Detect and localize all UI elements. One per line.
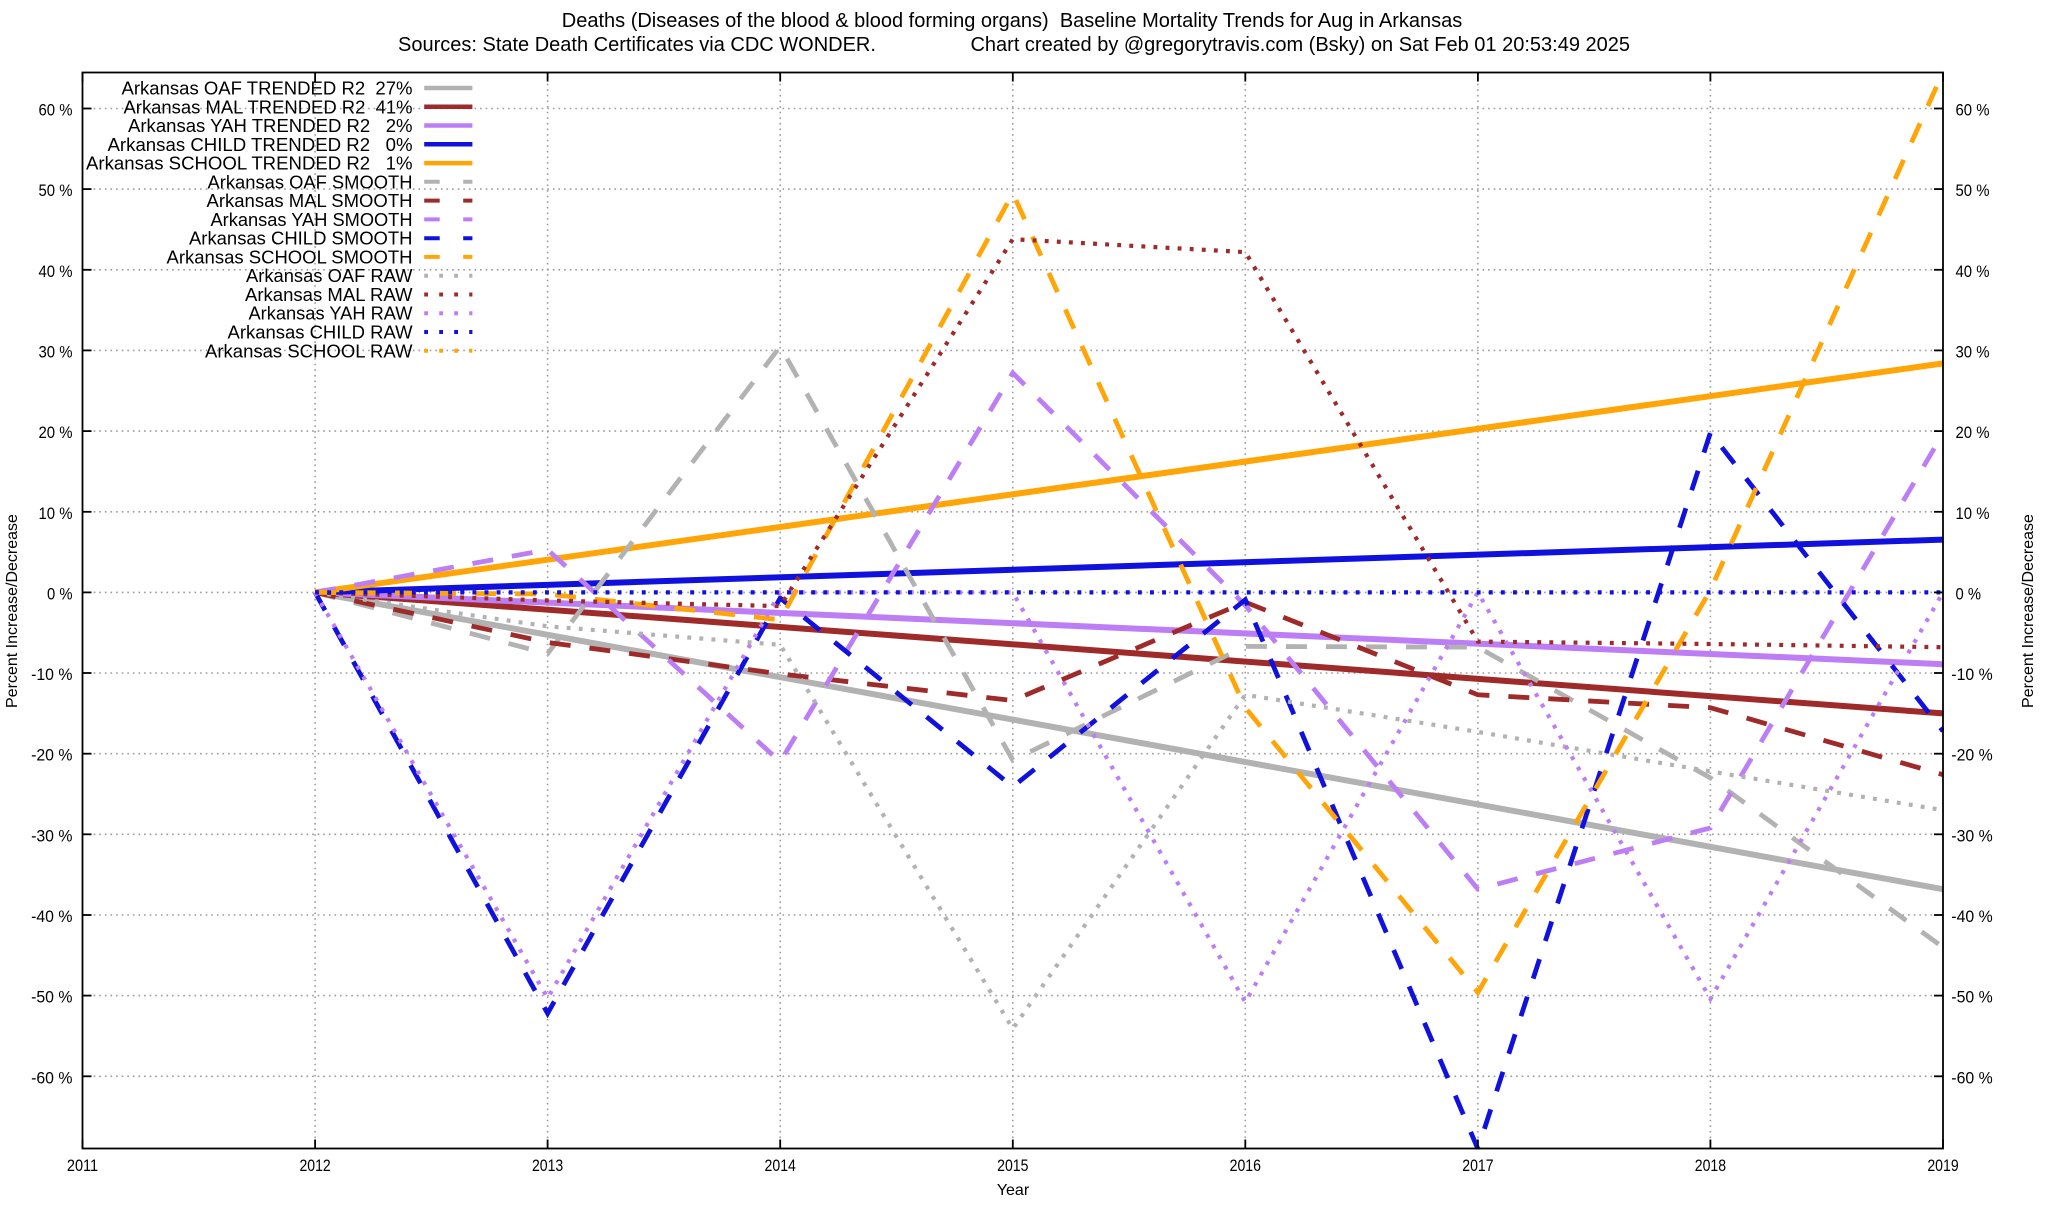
- svg-text:-50 %: -50 %: [1951, 988, 1992, 1007]
- svg-text:Arkansas SCHOOL SMOOTH: Arkansas SCHOOL SMOOTH: [167, 247, 413, 267]
- svg-text:30 %: 30 %: [1956, 342, 1990, 361]
- svg-text:-40 %: -40 %: [1951, 907, 1992, 926]
- svg-text:Arkansas CHILD SMOOTH: Arkansas CHILD SMOOTH: [189, 229, 413, 249]
- svg-text:-60 %: -60 %: [1951, 1068, 1992, 1087]
- svg-text:20 %: 20 %: [39, 423, 73, 442]
- svg-text:Percent Increase/Decrease: Percent Increase/Decrease: [2020, 514, 2037, 708]
- svg-text:10 %: 10 %: [1956, 504, 1990, 523]
- svg-text:40 %: 40 %: [1956, 262, 1990, 281]
- svg-text:60 %: 60 %: [39, 101, 73, 120]
- svg-text:2014: 2014: [765, 1156, 796, 1175]
- svg-text:-20 %: -20 %: [31, 746, 72, 765]
- svg-text:-50 %: -50 %: [31, 988, 72, 1007]
- svg-text:2016: 2016: [1230, 1156, 1261, 1175]
- svg-text:Arkansas MAL RAW: Arkansas MAL RAW: [245, 285, 413, 305]
- svg-text:Arkansas OAF TRENDED R2 27%: Arkansas OAF TRENDED R2 27%: [122, 79, 413, 99]
- svg-text:Arkansas YAH SMOOTH: Arkansas YAH SMOOTH: [211, 210, 413, 230]
- svg-text:-40 %: -40 %: [31, 907, 72, 926]
- svg-text:2018: 2018: [1695, 1156, 1726, 1175]
- svg-text:0 %: 0 %: [1956, 584, 1982, 603]
- svg-text:-60 %: -60 %: [31, 1068, 72, 1087]
- svg-text:-20 %: -20 %: [1951, 746, 1992, 765]
- svg-text:40 %: 40 %: [39, 262, 73, 281]
- svg-text:Arkansas SCHOOL TRENDED R2 1: Arkansas SCHOOL TRENDED R2 1%: [86, 154, 413, 174]
- svg-text:Arkansas OAF SMOOTH: Arkansas OAF SMOOTH: [208, 172, 413, 192]
- svg-text:Arkansas CHILD RAW: Arkansas CHILD RAW: [228, 323, 413, 343]
- svg-text:60 %: 60 %: [1956, 101, 1990, 120]
- svg-text:50 %: 50 %: [39, 181, 73, 200]
- svg-text:Arkansas YAH RAW: Arkansas YAH RAW: [249, 304, 413, 324]
- svg-text:2019: 2019: [1927, 1156, 1958, 1175]
- svg-text:-10 %: -10 %: [31, 665, 72, 684]
- svg-text:Chart created by @gregorytravi: Chart created by @gregorytravis.com (Bsk…: [970, 34, 1630, 56]
- svg-text:50 %: 50 %: [1956, 181, 1990, 200]
- svg-text:2013: 2013: [532, 1156, 563, 1175]
- svg-text:30 %: 30 %: [39, 342, 73, 361]
- svg-text:Arkansas SCHOOL RAW: Arkansas SCHOOL RAW: [205, 341, 413, 361]
- svg-text:2015: 2015: [997, 1156, 1028, 1175]
- svg-text:Arkansas CHILD TRENDED R2 0%: Arkansas CHILD TRENDED R2 0%: [108, 135, 413, 155]
- svg-text:Deaths (Diseases of the blood: Deaths (Diseases of the blood & blood fo…: [562, 10, 1462, 32]
- svg-text:Arkansas YAH TRENDED R2 2%: Arkansas YAH TRENDED R2 2%: [128, 116, 413, 136]
- svg-text:20 %: 20 %: [1956, 423, 1990, 442]
- svg-text:0 %: 0 %: [47, 584, 73, 603]
- svg-text:10 %: 10 %: [39, 504, 73, 523]
- svg-text:2012: 2012: [299, 1156, 330, 1175]
- svg-text:Arkansas MAL TRENDED R2 41%: Arkansas MAL TRENDED R2 41%: [124, 97, 413, 117]
- svg-text:-10 %: -10 %: [1951, 665, 1992, 684]
- svg-text:Arkansas OAF RAW: Arkansas OAF RAW: [246, 266, 413, 286]
- svg-text:2011: 2011: [67, 1156, 98, 1175]
- svg-text:Arkansas MAL SMOOTH: Arkansas MAL SMOOTH: [207, 191, 413, 211]
- svg-text:-30 %: -30 %: [31, 826, 72, 845]
- svg-text:2017: 2017: [1462, 1156, 1493, 1175]
- svg-text:Year: Year: [997, 1182, 1030, 1199]
- svg-text:Percent Increase/Decrease: Percent Increase/Decrease: [4, 514, 21, 708]
- svg-text:Sources: State Death Certifica: Sources: State Death Certificates via CD…: [398, 34, 876, 56]
- svg-text:-30 %: -30 %: [1951, 826, 1992, 845]
